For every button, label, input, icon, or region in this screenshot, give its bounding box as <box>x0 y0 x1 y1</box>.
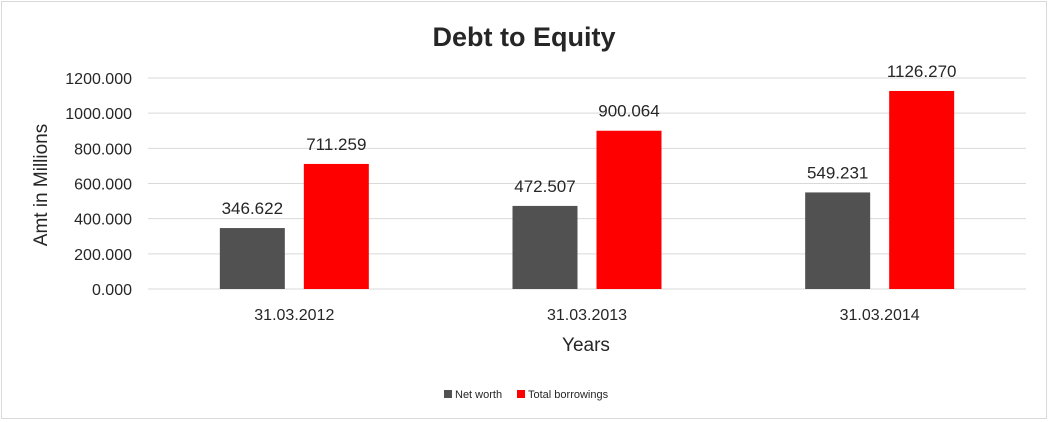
data-labels: 346.622 711.259 472.507 900.064 549.231 1126.… <box>222 62 957 218</box>
chart-title: Debt to Equity <box>433 22 616 52</box>
x-axis-title: Years <box>562 335 610 356</box>
data-label: 549.231 <box>807 163 868 182</box>
x-tick-label: 31.03.2012 <box>254 307 334 324</box>
x-tick-label: 31.03.2013 <box>547 307 627 324</box>
data-label: 900.064 <box>598 102 659 121</box>
gridlines <box>148 77 1026 290</box>
y-tick-label: 1000.000 <box>65 106 132 123</box>
y-tick-label: 400.000 <box>74 212 132 229</box>
y-tick-label: 0.000 <box>92 282 132 299</box>
y-axis-ticks: 0.000 200.000 400.000 600.000 800.000 1000.00… <box>65 71 132 299</box>
data-label: 1126.270 <box>887 62 957 81</box>
bar-0-0 <box>219 228 285 289</box>
legend-swatch <box>517 390 525 398</box>
data-label: 472.507 <box>514 177 575 196</box>
data-label: 711.259 <box>306 135 366 154</box>
data-label: 346.622 <box>222 199 283 218</box>
x-tick-label: 31.03.2014 <box>840 307 920 324</box>
y-tick-label: 600.000 <box>74 177 132 194</box>
bar-1-2 <box>889 90 955 289</box>
bar-1-0 <box>303 163 369 289</box>
y-tick-label: 800.000 <box>74 141 132 158</box>
legend-label: Net worth <box>455 389 502 401</box>
bar-0-2 <box>805 192 871 289</box>
x-axis-ticks: 31.03.2012 31.03.2013 31.03.2014 <box>254 307 920 324</box>
bar-1-1 <box>596 130 662 289</box>
y-tick-label: 200.000 <box>74 247 132 264</box>
legend-swatch <box>444 390 452 398</box>
legend: Net worth Total borrowings <box>444 389 609 401</box>
y-axis-title: Amt in Millions <box>31 124 52 246</box>
legend-label: Total borrowings <box>528 389 609 401</box>
bars <box>219 90 955 289</box>
bar-0-1 <box>512 205 578 289</box>
y-tick-label: 1200.000 <box>65 71 132 88</box>
